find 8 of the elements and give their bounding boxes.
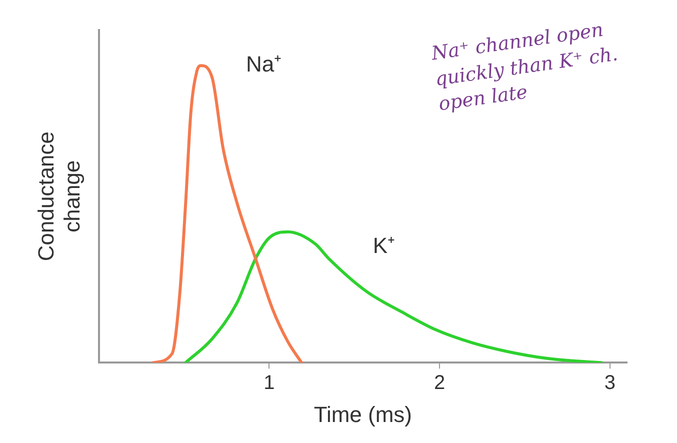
x-tick-label: 1 [264, 372, 275, 394]
x-tick-label: 2 [434, 372, 446, 394]
series-label: K⁺ [372, 233, 395, 258]
annotation: Na⁺ channel open quickly than K⁺ ch. open late [430, 18, 620, 118]
y-axis-title: Conductance change [33, 131, 85, 262]
x-tick-label: 3 [604, 372, 616, 394]
series-label: Na⁺ [246, 52, 282, 77]
x-axis-title: Time (ms) [314, 402, 412, 427]
